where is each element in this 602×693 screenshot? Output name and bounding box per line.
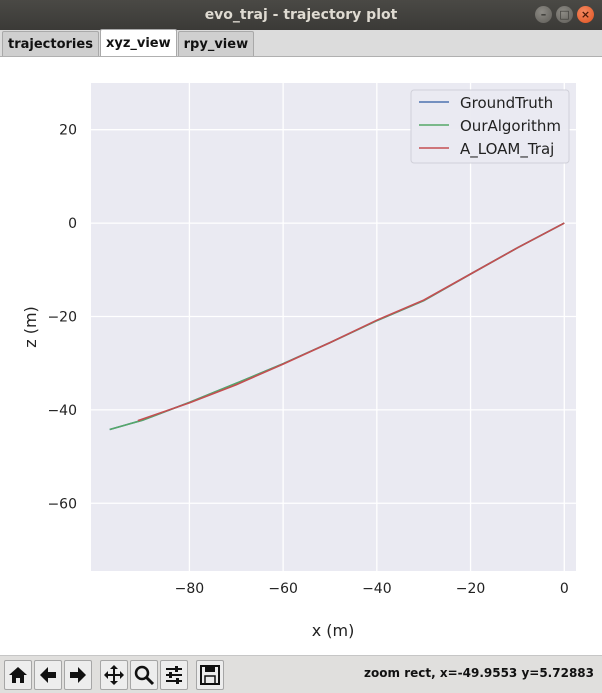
tick-labels: −80 −60 −40 −20 0 20 0 −20 −40 −60 — [47, 123, 568, 597]
forward-button[interactable] — [64, 659, 92, 690]
close-icon[interactable]: × — [577, 6, 594, 23]
series-line-a-loam-traj — [137, 222, 565, 422]
tab-trajectories[interactable]: trajectories — [2, 31, 99, 56]
legend-label-aloam: A_LOAM_Traj — [460, 140, 554, 159]
minimize-icon[interactable]: – — [535, 6, 552, 23]
back-button[interactable] — [34, 659, 62, 690]
x-tick-label: −40 — [362, 581, 392, 597]
zoom-icon — [134, 665, 155, 685]
forward-icon — [70, 666, 86, 683]
x-axis-label: x (m) — [312, 621, 355, 640]
status-readout: zoom rect, x=-49.9553 y=5.72883 — [364, 666, 594, 680]
configure-icon — [166, 665, 182, 684]
x-tick-label: −60 — [268, 581, 298, 597]
home-icon — [9, 666, 27, 683]
y-tick-label: −40 — [47, 403, 77, 419]
window-titlebar: evo_traj - trajectory plot – □ × — [0, 0, 602, 30]
y-tick-label: 20 — [59, 123, 77, 139]
y-tick-label: 0 — [68, 216, 77, 232]
legend-label-ouralgorithm: OurAlgorithm — [460, 117, 561, 135]
x-tick-label: 0 — [560, 581, 569, 597]
y-tick-label: −60 — [47, 496, 77, 512]
maximize-icon[interactable]: □ — [556, 6, 573, 23]
home-button[interactable] — [4, 659, 32, 690]
save-button[interactable] — [196, 659, 224, 690]
y-axis-label: z (m) — [21, 306, 40, 348]
tab-rpy-view[interactable]: rpy_view — [177, 31, 255, 56]
tab-bar: trajectories xyz_view rpy_view — [0, 29, 602, 57]
xz-trajectory-chart: −80 −60 −40 −20 0 20 0 −20 −40 −60 x (m) z (m) Gr… — [21, 83, 576, 640]
window-controls: – □ × — [535, 6, 594, 23]
legend: GroundTruth OurAlgorithm A_LOAM_Traj — [410, 89, 570, 164]
x-tick-label: −80 — [175, 581, 205, 597]
trajectory-lines — [109, 222, 565, 431]
x-tick-label: −20 — [456, 581, 486, 597]
axes-background — [91, 83, 576, 571]
save-icon — [200, 664, 220, 685]
window-title: evo_traj - trajectory plot — [204, 7, 398, 23]
pan-icon — [104, 664, 124, 685]
legend-label-groundtruth: GroundTruth — [460, 94, 553, 112]
pan-button[interactable] — [100, 659, 128, 690]
zoom-button[interactable] — [130, 659, 158, 690]
tab-xyz-view[interactable]: xyz_view — [99, 29, 177, 56]
navigation-toolbar: zoom rect, x=-49.9553 y=5.72883 — [0, 655, 602, 693]
plot-canvas[interactable]: −80 −60 −40 −20 0 20 0 −20 −40 −60 x (m) z (m) Gr… — [0, 58, 602, 655]
configure-button[interactable] — [160, 659, 188, 690]
y-tick-label: −20 — [47, 309, 77, 325]
back-icon — [40, 666, 56, 683]
legend-box — [410, 89, 570, 164]
